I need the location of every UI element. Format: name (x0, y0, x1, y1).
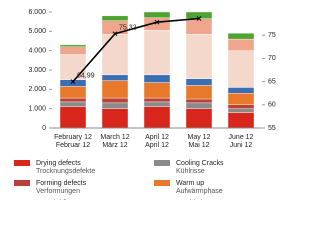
bar-segment (59, 97, 87, 103)
legend-label: Warm up (176, 180, 204, 187)
bar-segment (227, 104, 255, 109)
x-tick-label-de: Februar 12 (56, 142, 90, 149)
legend-label: Forming defects (36, 180, 87, 187)
legend-swatch (154, 160, 170, 166)
y-tick-label: 2.000 (28, 86, 46, 93)
data-label: 75,32 (119, 25, 137, 32)
bar-segment (143, 82, 171, 99)
bar-segment (185, 78, 213, 86)
x-tick-label-de: März 12 (102, 142, 127, 149)
bar-segment (101, 74, 129, 81)
legend-label-de: Trocknungsdefekte (36, 168, 95, 175)
legend-swatch (14, 160, 30, 166)
x-tick-label: June 12 (229, 134, 254, 141)
bar-segment (101, 15, 129, 21)
bar-segment (185, 18, 213, 35)
y2-tick-label: 55 (268, 125, 276, 132)
x-tick-label-de: Juni 12 (230, 142, 253, 149)
y-tick-label: 4.000 (28, 48, 46, 55)
legend-label: Drying defects (36, 160, 81, 167)
line (72, 17, 200, 83)
bar-segment (143, 101, 171, 107)
legend-label-de: Aufwärmphase (176, 188, 223, 195)
line-marker (154, 19, 160, 25)
bar-segment (143, 11, 171, 19)
bar-segment (227, 50, 255, 88)
bar-segment (185, 102, 213, 109)
bar-segment (59, 86, 87, 99)
bar-segment (143, 30, 171, 76)
bar-segment (59, 46, 87, 55)
bar-segment (185, 98, 213, 104)
y-tick-label: 0 (42, 125, 46, 132)
data-label: 64,99 (77, 72, 95, 79)
bar-segment (59, 101, 87, 107)
bar-segment (185, 85, 213, 100)
bar-segment (227, 33, 255, 40)
bar-segment (143, 106, 171, 129)
y2-tick-label: 70 (268, 55, 276, 62)
bar-segment (101, 34, 129, 76)
bar-segment (185, 108, 213, 129)
bar-segment (227, 112, 255, 129)
legend-label: Cooling Cracks (176, 160, 224, 167)
bar-segment (59, 106, 87, 129)
x-tick-label: May 12 (188, 134, 211, 141)
chart: 0 1.000 2.000 3.000 4.000 5.000 6.000 55 60 65 70 7… (14, 9, 276, 200)
bar-segment (101, 102, 129, 109)
x-tick-label-de: Mai 12 (188, 142, 209, 149)
y-tick-label: 5.000 (28, 28, 46, 35)
bar-segment (185, 34, 213, 79)
bar-segment (185, 11, 213, 19)
y-tick-label: 3.000 (28, 67, 46, 74)
bar-segment (227, 87, 255, 94)
legend-label-de: Verformungen (36, 188, 80, 195)
y2-tick-label: 65 (268, 78, 276, 85)
bar-segment (227, 38, 255, 51)
x-tick-label-de: April 12 (145, 142, 169, 149)
x-tick-label: April 12 (145, 134, 169, 141)
bar-segment (59, 44, 87, 47)
x-tick-label: February 12 (54, 134, 92, 141)
y-tick-label: 1.000 (28, 106, 46, 113)
line-marker (112, 31, 118, 37)
y2-tick-label: 60 (268, 102, 276, 109)
line-marker (70, 79, 76, 84)
bar-segment (143, 97, 171, 103)
bar-segment (101, 108, 129, 129)
bar-segment (101, 97, 129, 104)
line-marker (196, 16, 202, 21)
bar-segment (227, 92, 255, 105)
legend-label-de: Kühlrisse (176, 168, 205, 175)
bar-segment (227, 108, 255, 113)
x-tick-label: March 12 (100, 134, 129, 141)
legend-swatch (14, 180, 30, 186)
y2-tick-label: 75 (268, 32, 276, 39)
bar-segment (101, 80, 129, 99)
bar-segment (143, 74, 171, 83)
y-tick-label: 6.000 (28, 9, 46, 16)
legend-swatch (154, 180, 170, 186)
